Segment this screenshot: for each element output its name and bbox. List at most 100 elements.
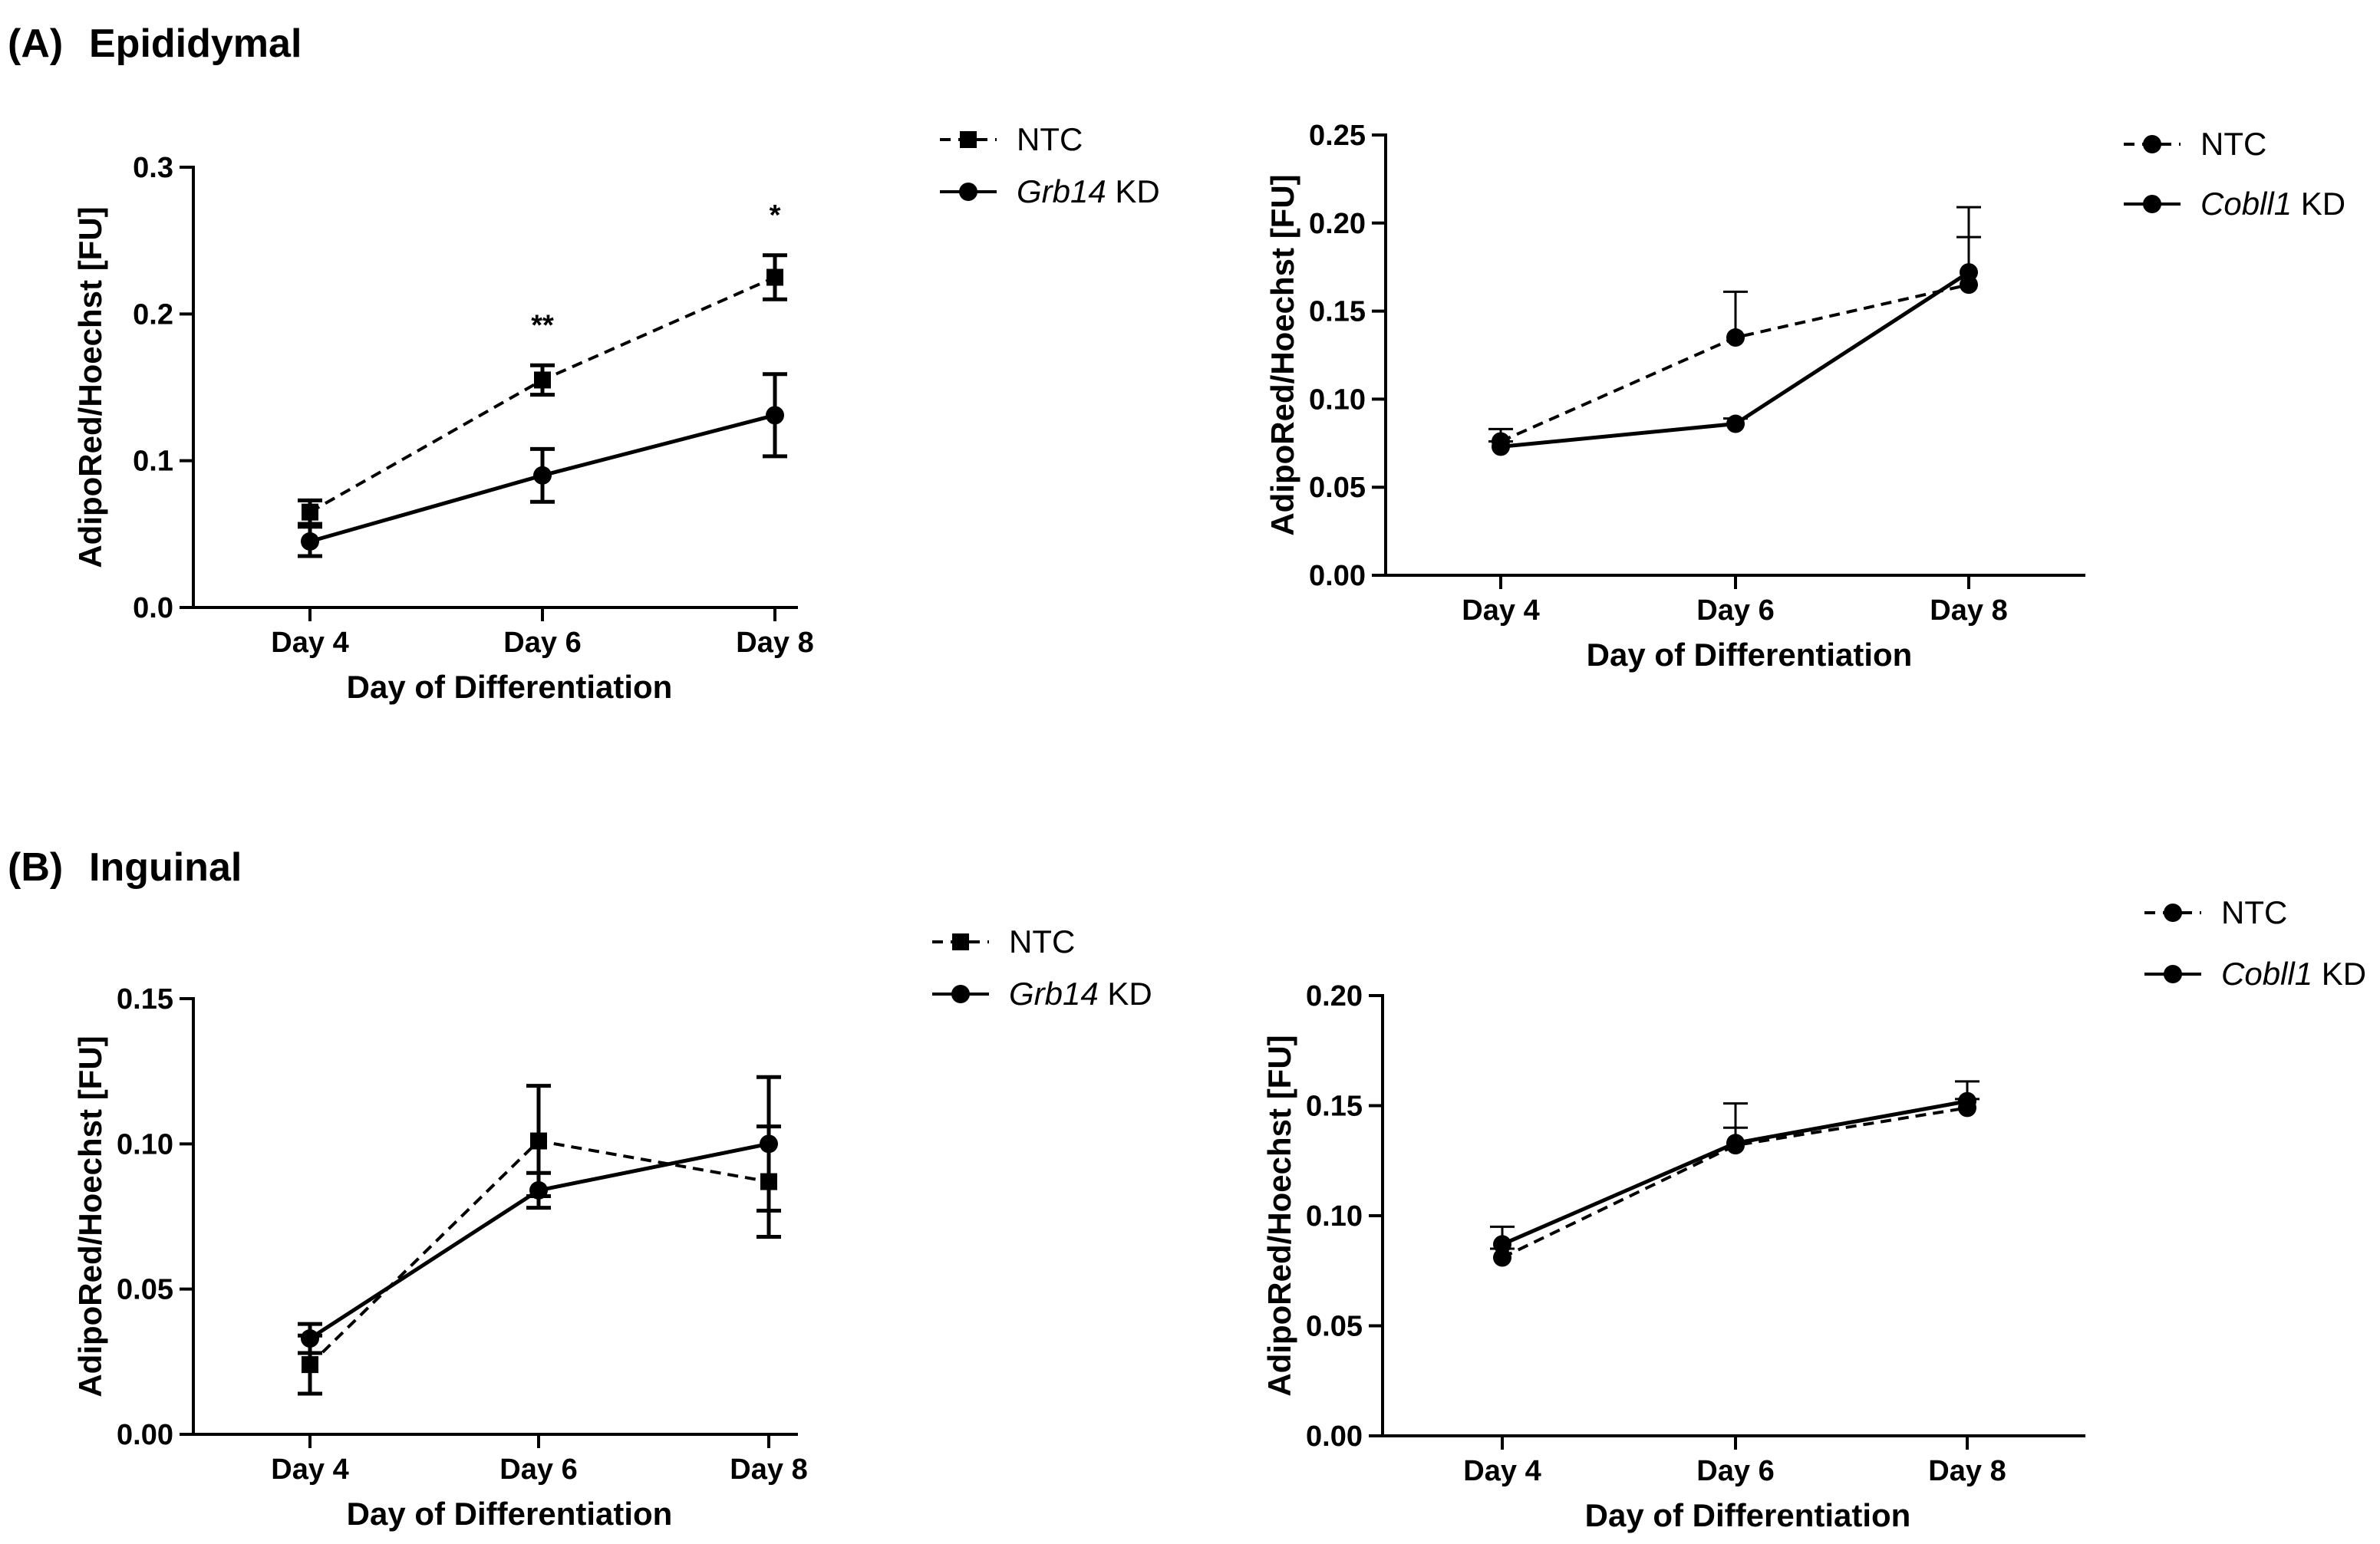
- legend: NTC Cobll1 KD: [2124, 126, 2345, 222]
- legend-item: Cobll1 KD: [2144, 956, 2366, 992]
- x-tick-label: Day 8: [730, 1453, 807, 1486]
- legend-marker: [2143, 135, 2161, 153]
- legend-marker: [2143, 195, 2161, 213]
- panel-b-title: Inguinal: [89, 845, 242, 890]
- y-tick-label: 0.00: [1309, 560, 1366, 592]
- data-point: [301, 1329, 319, 1348]
- legend-label-suffix: KD: [2292, 186, 2345, 222]
- significance-mark: **: [531, 309, 554, 341]
- legend-item: Grb14 KD: [940, 173, 1160, 209]
- y-tick-label: 0.05: [117, 1274, 173, 1306]
- legend-item: NTC: [2144, 894, 2287, 930]
- legend-label-gene: Cobll1: [2200, 186, 2292, 222]
- series-ntc: [298, 253, 787, 526]
- y-tick-label: 0.00: [117, 1419, 173, 1451]
- series-cobll1-kd: [1488, 235, 1981, 456]
- x-tick-label: Day 8: [1928, 1455, 2006, 1487]
- legend-label: NTC: [1009, 923, 1075, 960]
- y-tick-label: 0.3: [133, 152, 173, 184]
- y-tick-label: 0.2: [133, 298, 173, 331]
- y-axis-title: AdipoRed/Hoechst [FU]: [1264, 174, 1300, 535]
- y-tick-label: 0.15: [1309, 296, 1366, 328]
- chart-b-grb14: 0.00 0.05 0.10 0.15 Day 4 Day 6 Day 8 Day of Di…: [72, 923, 1152, 1532]
- y-tick-label: 0.10: [1309, 384, 1366, 416]
- series-grb14-kd: [298, 372, 787, 558]
- data-point: [1958, 1091, 1976, 1111]
- data-point: [760, 1134, 778, 1154]
- legend-label: Grb14 KD: [1009, 976, 1152, 1012]
- data-point: [529, 1180, 548, 1200]
- y-axis-title: AdipoRed/Hoechst [FU]: [72, 206, 108, 568]
- panel-b-label: (B): [8, 845, 63, 890]
- legend-marker: [960, 131, 977, 148]
- x-axis-title: Day of Differentiation: [347, 1496, 673, 1532]
- legend-label-suffix: KD: [1099, 976, 1152, 1012]
- legend-label: Cobll1 KD: [2200, 186, 2345, 222]
- x-tick-label: Day 4: [1463, 1455, 1541, 1487]
- y-tick-label: 0.10: [1306, 1200, 1363, 1233]
- data-point: [766, 406, 784, 425]
- legend-label: Cobll1 KD: [2221, 956, 2366, 992]
- x-axis-title: Day of Differentiation: [347, 669, 673, 705]
- legend-marker: [959, 183, 977, 201]
- x-axis-title: Day of Differentiation: [1585, 1497, 1911, 1533]
- panel-b-heading: (B) Inguinal: [8, 845, 242, 890]
- data-point: [1726, 414, 1745, 433]
- legend-item: NTC: [932, 923, 1075, 960]
- legend-label-suffix: KD: [2312, 956, 2366, 992]
- charts-layer: 0.0 0.1 0.2 0.3 Day 4 Day 6 Day 8 Day of Differ…: [72, 120, 2366, 1533]
- y-tick-label: 0.05: [1309, 472, 1366, 504]
- series-cobll1-kd: [1490, 1080, 1979, 1254]
- legend-label: NTC: [2221, 894, 2287, 930]
- legend: NTC Grb14 KD: [940, 121, 1160, 209]
- data-point: [1960, 263, 1978, 282]
- chart-a-cobll1: 0.00 0.05 0.10 0.15 0.20 0.25 Day 4 Day 6 Day 8 D…: [1264, 120, 2345, 673]
- x-tick-label: Day 4: [271, 1453, 348, 1486]
- data-point: [530, 1132, 547, 1150]
- legend-label: Grb14 KD: [1017, 173, 1160, 209]
- data-point: [1493, 1235, 1511, 1254]
- panel-a-heading: (A) Epididymal: [8, 21, 302, 66]
- y-tick-label: 0.25: [1309, 120, 1366, 152]
- series-grb14-kd: [298, 1075, 781, 1355]
- legend-label: NTC: [2200, 126, 2266, 162]
- panel-a-label: (A): [8, 21, 63, 66]
- legend-label-gene: Grb14: [1009, 976, 1099, 1012]
- x-tick-label: Day 8: [1930, 594, 2007, 627]
- y-tick-label: 0.20: [1306, 980, 1363, 1012]
- data-point: [1726, 328, 1745, 347]
- legend-item: Grb14 KD: [932, 976, 1152, 1012]
- legend-label-suffix: KD: [1106, 173, 1160, 209]
- legend-marker: [2164, 904, 2182, 922]
- y-tick-label: 0.05: [1306, 1311, 1363, 1343]
- y-tick-label: 0.15: [117, 983, 173, 1016]
- series-ntc: [1488, 206, 1981, 451]
- legend-label-gene: Grb14: [1017, 173, 1106, 209]
- legend-label-gene: Cobll1: [2221, 956, 2312, 992]
- legend-item: NTC: [940, 121, 1083, 157]
- x-tick-label: Day 4: [1462, 594, 1539, 627]
- legend: NTC Cobll1 KD: [2144, 894, 2366, 992]
- data-point: [302, 503, 318, 521]
- x-tick-label: Day 8: [736, 627, 813, 659]
- chart-a-grb14: 0.0 0.1 0.2 0.3 Day 4 Day 6 Day 8 Day of Differ…: [72, 121, 1160, 705]
- x-tick-label: Day 6: [503, 627, 581, 659]
- x-axis-title: Day of Differentiation: [1587, 637, 1913, 673]
- y-tick-label: 0.15: [1306, 1091, 1363, 1123]
- panel-a-title: Epididymal: [89, 21, 302, 66]
- series-line: [1502, 1106, 1968, 1259]
- data-point: [1493, 1248, 1511, 1267]
- data-point: [302, 1356, 318, 1374]
- data-point: [533, 466, 552, 485]
- y-axis-title: AdipoRed/Hoechst [FU]: [72, 1035, 108, 1397]
- significance-mark: *: [770, 199, 781, 232]
- legend-item: Cobll1 KD: [2124, 186, 2345, 222]
- y-axis-title: AdipoRed/Hoechst [FU]: [1261, 1035, 1297, 1396]
- series-ntc: [298, 1084, 781, 1396]
- legend-marker: [951, 985, 970, 1003]
- y-tick-label: 0.20: [1309, 208, 1366, 240]
- y-tick-label: 0.10: [117, 1128, 173, 1160]
- x-tick-label: Day 4: [271, 627, 348, 659]
- y-tick-label: 0.1: [133, 446, 173, 478]
